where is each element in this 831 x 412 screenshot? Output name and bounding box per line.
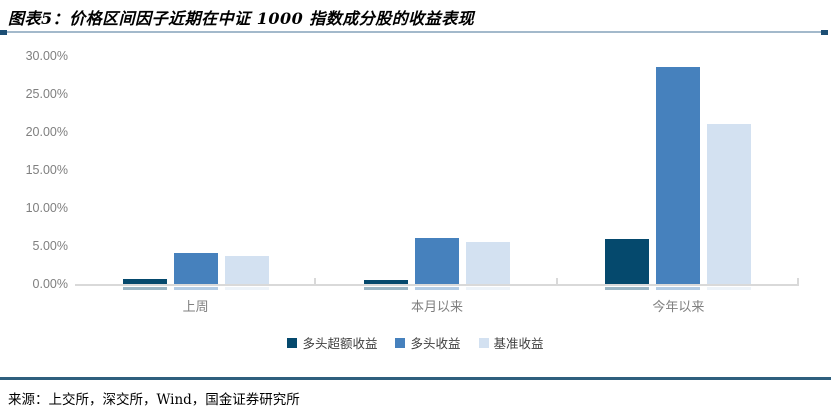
axis-tick xyxy=(797,278,799,284)
bar xyxy=(656,66,701,291)
y-tick-label: 15.00% xyxy=(25,163,68,177)
bar xyxy=(605,239,650,290)
legend-item: 基准收益 xyxy=(478,333,544,352)
legend-label: 多头收益 xyxy=(410,337,461,351)
y-tick-label: 30.00% xyxy=(25,49,68,63)
axis-tick xyxy=(555,278,558,284)
y-tick-label: 20.00% xyxy=(25,125,68,139)
y-tick-label: 5.00% xyxy=(32,239,68,253)
legend-label: 多头超额收益 xyxy=(302,337,378,351)
divider-left-square xyxy=(0,29,7,35)
title-divider xyxy=(0,29,828,35)
bar xyxy=(363,280,408,290)
bar xyxy=(173,252,218,291)
legend-swatch xyxy=(287,337,298,348)
legend-item: 多头收益 xyxy=(395,333,461,352)
bar xyxy=(465,242,510,290)
x-tick-label: 今年以来 xyxy=(652,299,705,314)
source-note: 来源：上交所，深交所，Wind，国金证券研究所 xyxy=(8,392,300,408)
bar xyxy=(122,279,167,290)
axis-tick xyxy=(314,278,317,284)
bar-group-1 xyxy=(75,56,316,291)
legend: 多头超额收益 多头收益 基准收益 xyxy=(0,333,831,352)
footer-divider xyxy=(0,377,831,380)
legend-item: 多头超额收益 xyxy=(287,333,377,352)
bar xyxy=(414,237,459,291)
y-tick-label: 0.00% xyxy=(32,277,68,291)
x-tick-label: 上周 xyxy=(182,299,209,314)
figure-title: 图表5：价格区间因子近期在中证 1000 指数成分股的收益表现 xyxy=(8,9,475,28)
legend-swatch xyxy=(395,337,406,348)
y-tick-label: 10.00% xyxy=(25,201,68,215)
y-tick-label: 25.00% xyxy=(25,87,68,101)
bar-group-3 xyxy=(558,56,799,291)
bar-group-2 xyxy=(316,56,557,291)
plot-area xyxy=(75,56,799,291)
legend-label: 基准收益 xyxy=(493,337,544,351)
x-tick-label: 本月以来 xyxy=(410,299,463,314)
bar xyxy=(224,255,269,291)
divider-right-square xyxy=(821,29,828,35)
bar xyxy=(707,124,752,290)
legend-swatch xyxy=(478,337,489,348)
